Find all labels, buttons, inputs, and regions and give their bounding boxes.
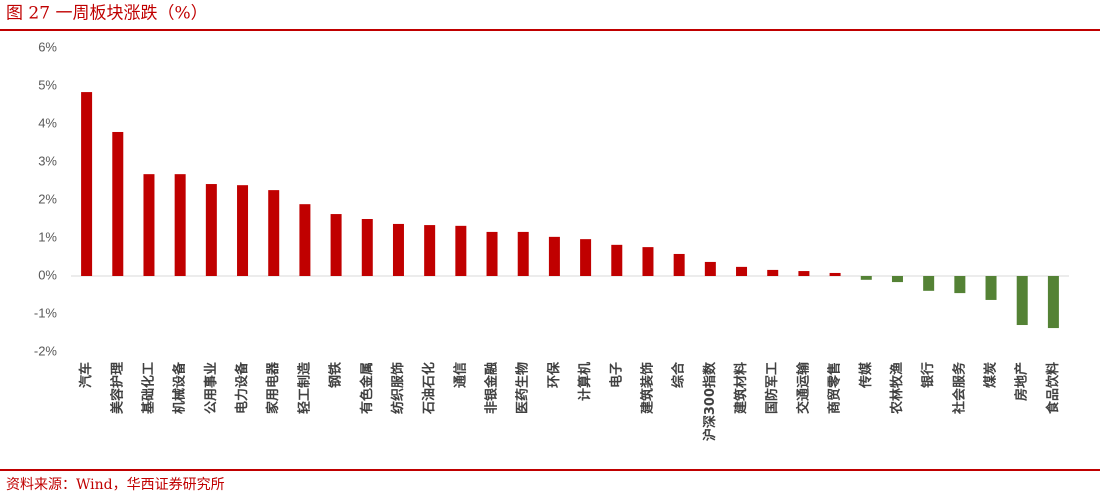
- x-tick-label: 环保: [546, 361, 562, 388]
- bar: [642, 247, 654, 276]
- y-tick-label: 0%: [38, 267, 57, 282]
- bar: [860, 276, 872, 280]
- bar: [580, 239, 592, 276]
- bar: [81, 92, 93, 276]
- x-tick-label: 传媒: [858, 361, 874, 389]
- bar: [299, 204, 311, 276]
- x-tick-label: 电子: [608, 362, 624, 388]
- y-tick-label: -1%: [34, 305, 58, 320]
- x-tick-label: 农林牧渔: [889, 362, 905, 415]
- bar: [486, 231, 498, 276]
- bar: [767, 269, 779, 276]
- x-tick-label: 机械设备: [172, 361, 188, 414]
- bar: [704, 261, 716, 276]
- bar: [174, 174, 186, 276]
- bar: [517, 231, 529, 276]
- y-tick-label: 6%: [38, 39, 57, 54]
- bar: [891, 276, 903, 283]
- x-tick-label: 纺织服饰: [390, 362, 406, 414]
- bar: [392, 223, 404, 276]
- bar: [1016, 276, 1028, 326]
- x-tick-label: 公用事业: [203, 362, 219, 414]
- x-tick-label: 国防军工: [764, 362, 780, 414]
- x-tick-label: 社会服务: [951, 361, 967, 415]
- x-tick-label: 房地产: [1014, 362, 1030, 401]
- x-tick-label: 食品饮料: [1045, 362, 1061, 414]
- x-tick-label: 通信: [452, 362, 468, 388]
- x-tick-label: 计算机: [577, 362, 593, 401]
- x-tick-label: 非银金融: [484, 362, 500, 414]
- y-tick-label: 1%: [38, 229, 57, 244]
- bar: [205, 184, 217, 276]
- x-tick-label: 商贸零售: [827, 362, 843, 414]
- bar: [985, 276, 997, 300]
- bar: [548, 236, 560, 276]
- bar: [268, 190, 280, 276]
- x-tick-label: 基础化工: [140, 362, 156, 415]
- x-tick-label: 汽车: [78, 362, 94, 388]
- bar: [143, 174, 155, 276]
- bar: [330, 214, 342, 276]
- bar: [1047, 276, 1059, 329]
- x-tick-label: 医药生物: [515, 362, 531, 414]
- x-tick-label: 美容护理: [109, 362, 125, 414]
- y-tick-label: -2%: [34, 343, 58, 358]
- x-tick-label: 银行: [920, 362, 936, 388]
- bar: [611, 244, 623, 276]
- x-tick-label: 石油石化: [421, 362, 437, 415]
- x-tick-label: 轻工制造: [296, 361, 312, 414]
- bar: [798, 271, 810, 276]
- source-note: 资料来源：Wind，华西证券研究所: [6, 477, 225, 493]
- x-tick-label: 交通运输: [795, 361, 811, 414]
- bar: [673, 253, 685, 276]
- y-tick-label: 2%: [38, 191, 57, 206]
- bar: [736, 266, 748, 276]
- x-tick-label: 钢铁: [328, 362, 344, 388]
- y-tick-label: 4%: [38, 115, 57, 130]
- x-tick-label: 家用电器: [265, 361, 281, 414]
- x-tick-label: 有色金属: [359, 362, 375, 414]
- bar: [361, 219, 373, 276]
- bar: [455, 225, 467, 276]
- bar: [923, 276, 935, 291]
- y-tick-label: 3%: [38, 153, 57, 168]
- chart-title: 图 27 一周板块涨跌（%）: [6, 4, 208, 24]
- bar: [237, 185, 249, 276]
- x-tick-label: 建筑材料: [733, 362, 749, 414]
- x-tick-label: 综合: [671, 361, 687, 388]
- bar: [829, 272, 841, 276]
- bar: [424, 225, 436, 276]
- x-tick-label: 沪深300指数: [702, 361, 718, 441]
- bar: [954, 276, 966, 294]
- x-tick-label: 煤炭: [983, 362, 999, 388]
- bar: [112, 131, 124, 276]
- x-tick-label: 电力设备: [234, 361, 250, 414]
- x-tick-label: 建筑装饰: [639, 362, 655, 414]
- y-tick-label: 5%: [38, 77, 57, 92]
